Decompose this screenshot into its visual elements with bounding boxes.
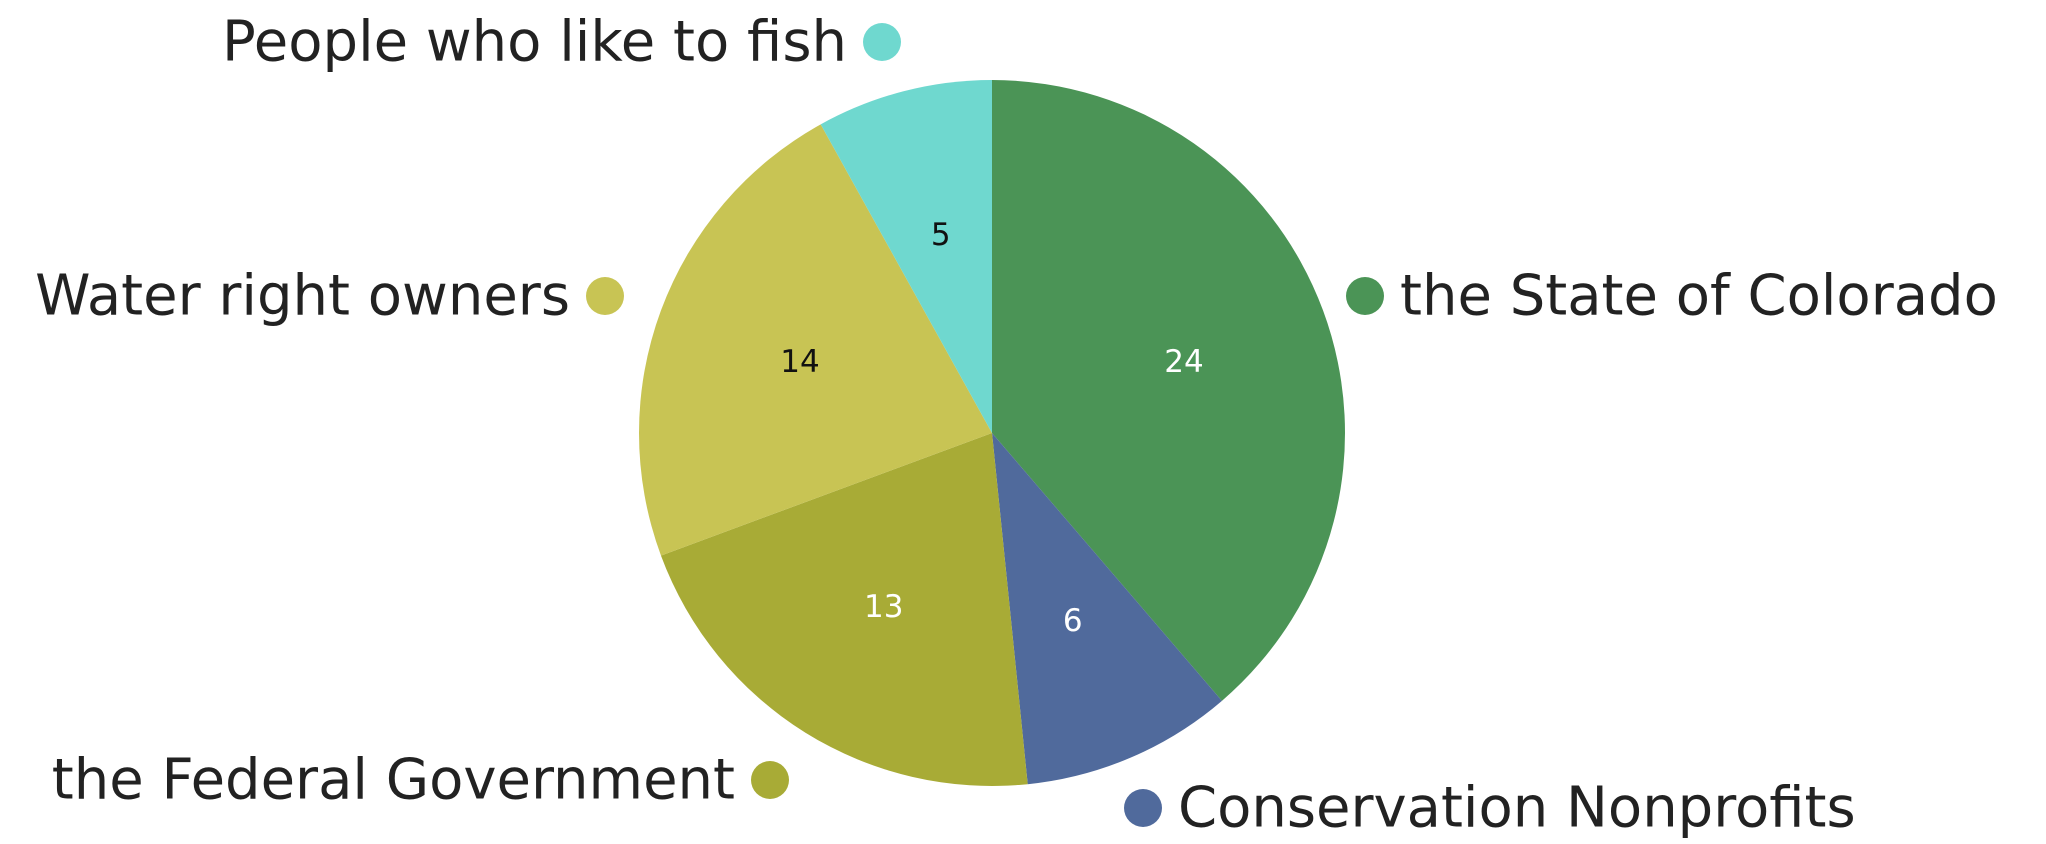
legend-item-the-federal-government: the Federal Government xyxy=(52,748,789,813)
legend-label-the-state-of-colorado: the State of Colorado xyxy=(1400,264,1998,329)
legend-label-the-federal-government: the Federal Government xyxy=(52,748,735,813)
legend-label-people-who-like-to-fish: People who like to fish xyxy=(222,10,847,75)
legend-item-conservation-nonprofits: Conservation Nonprofits xyxy=(1124,776,1856,841)
pie-slice-the-state-of-colorado xyxy=(992,80,1345,701)
legend-swatch-the-state-of-colorado xyxy=(1346,277,1384,315)
value-label-people-who-like-to-fish: 5 xyxy=(931,217,951,253)
pie-slices xyxy=(639,80,1345,786)
legend-item-water-right-owners: Water right owners xyxy=(35,264,624,329)
legend-swatch-the-federal-government xyxy=(751,761,789,799)
pie-slice-people-who-like-to-fish xyxy=(820,80,992,433)
value-label-conservation-nonprofits: 6 xyxy=(1063,603,1083,639)
legend-item-the-state-of-colorado: the State of Colorado xyxy=(1346,264,1998,329)
value-label-water-right-owners: 14 xyxy=(780,344,819,380)
pie-slice-water-right-owners xyxy=(639,124,992,556)
legend-item-people-who-like-to-fish: People who like to fish xyxy=(222,10,901,75)
legend-swatch-conservation-nonprofits xyxy=(1124,789,1162,827)
pie-slice-conservation-nonprofits xyxy=(992,433,1222,785)
pie-legend: the State of Colorado Conservation Nonpro… xyxy=(35,10,1998,841)
legend-swatch-people-who-like-to-fish xyxy=(863,23,901,61)
pie-slice-the-federal-government xyxy=(660,433,1028,786)
legend-label-conservation-nonprofits: Conservation Nonprofits xyxy=(1178,776,1856,841)
legend-swatch-water-right-owners xyxy=(586,277,624,315)
value-label-the-federal-government: 13 xyxy=(864,589,903,625)
pie-value-labels: 24 6 13 14 5 xyxy=(780,217,1203,639)
legend-label-water-right-owners: Water right owners xyxy=(35,264,570,329)
value-label-the-state-of-colorado: 24 xyxy=(1164,344,1203,380)
